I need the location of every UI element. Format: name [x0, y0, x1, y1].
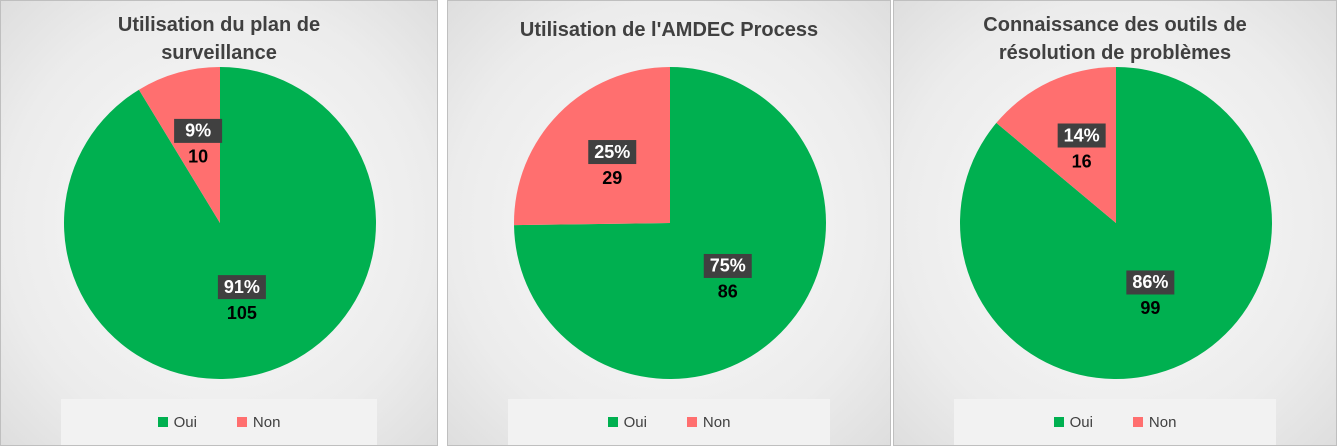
legend-swatch [607, 417, 618, 427]
chart-title: Utilisation de l'AMDEC Process [519, 19, 819, 41]
legend-item: Oui [1053, 413, 1093, 431]
chart-title: Connaissance des outils de résolution de… [983, 14, 1247, 64]
percent-label-box [1057, 123, 1106, 148]
percent-label-box [588, 140, 637, 165]
legend-swatch [236, 417, 247, 427]
percent-label-box [217, 275, 266, 300]
value-label: 105 [227, 303, 257, 323]
chart-title: Utilisation du plan de surveillance [117, 14, 321, 64]
legend-label: Oui [1069, 413, 1093, 431]
percent-label: 86% [1132, 272, 1168, 292]
legend-label: Oui [173, 413, 197, 431]
chart-panel: 75% 86 25% 29 Oui Non Utilisation de l'AMDEC P… [447, 0, 891, 446]
percent-label: 9% [185, 121, 211, 141]
legend-swatch [686, 417, 697, 427]
value-label: 29 [602, 168, 622, 188]
value-label: 16 [1072, 151, 1092, 171]
value-label: 86 [718, 282, 738, 302]
legend-label: Non [252, 413, 281, 431]
percent-label-box [703, 253, 752, 278]
pie-chart: 91% 105 9% 10 [64, 67, 377, 379]
legend: Oui Non [954, 399, 1276, 445]
legend-label: Oui [623, 413, 647, 431]
value-label: 99 [1140, 298, 1160, 318]
pie-chart: 75% 86 25% 29 [514, 67, 826, 379]
percent-label: 14% [1064, 125, 1100, 145]
legend-swatch [1053, 417, 1064, 427]
legend-item: Oui [157, 413, 197, 431]
pie-slice [514, 67, 826, 379]
pie-slice [996, 67, 1116, 223]
percent-label: 75% [710, 256, 746, 276]
chart-panel: 91% 105 9% 10 Oui Non Utilisation du plan de s… [0, 0, 438, 446]
percent-label: 91% [224, 277, 260, 297]
legend-item: Non [236, 413, 281, 431]
legend-item: Non [686, 413, 731, 431]
percent-label: 25% [594, 142, 630, 162]
legend-label: Non [1148, 413, 1177, 431]
percent-label-box [174, 118, 223, 143]
pie-slice [64, 67, 377, 379]
value-label: 10 [188, 147, 208, 167]
percent-label-box [1126, 270, 1175, 295]
pie-chart: 86% 99 14% 16 [960, 67, 1272, 379]
legend-swatch [157, 417, 168, 427]
chart-panel: 86% 99 14% 16 Oui Non Connaissance des outils … [893, 0, 1337, 446]
legend: Oui Non [508, 399, 830, 445]
legend-item: Oui [607, 413, 647, 431]
legend: Oui Non [61, 399, 377, 445]
legend-swatch [1132, 417, 1143, 427]
legend-item: Non [1132, 413, 1177, 431]
legend-label: Non [702, 413, 731, 431]
pie-slice [138, 67, 220, 223]
